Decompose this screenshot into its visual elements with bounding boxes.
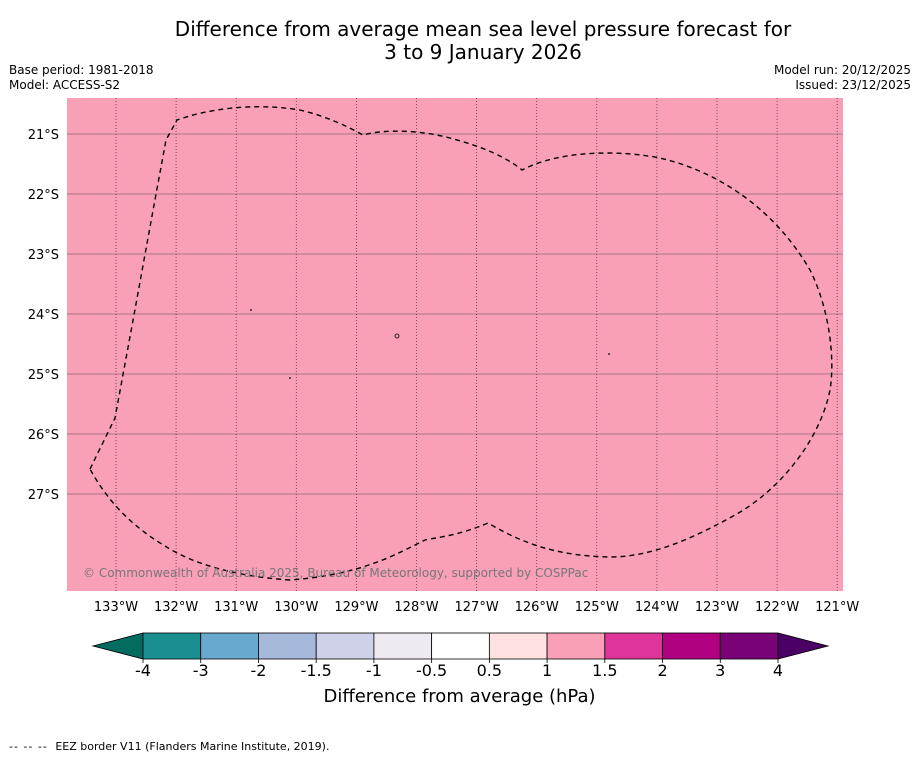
lon-label: 125°W bbox=[575, 600, 619, 615]
colorbar-segment bbox=[719, 632, 779, 660]
colorbar-segment bbox=[200, 632, 259, 660]
island-mark bbox=[394, 333, 400, 339]
colorbar-extend-high bbox=[777, 632, 830, 660]
colorbar: -4 -3 -2 -1.5 -1 -0.5 0.5 1 1.5 2 3 4 bbox=[91, 632, 830, 680]
map-area bbox=[67, 98, 843, 591]
lon-label: 130°W bbox=[274, 600, 318, 615]
lat-label: 21°S bbox=[28, 128, 59, 143]
colorbar-tick-label: -1.5 bbox=[301, 661, 332, 680]
colorbar-segment bbox=[546, 632, 606, 660]
title-line-1: Difference from average mean sea level p… bbox=[174, 17, 792, 41]
lon-label: 127°W bbox=[455, 600, 499, 615]
colorbar-segment bbox=[315, 632, 375, 660]
colorbar-segment bbox=[258, 632, 317, 660]
colorbar-segment bbox=[142, 632, 202, 660]
island-mark bbox=[289, 377, 291, 379]
island-mark bbox=[608, 353, 610, 355]
colorbar-segment bbox=[488, 632, 548, 660]
island-mark bbox=[250, 309, 252, 311]
legend-text: EEZ border V11 (Flanders Marine Institut… bbox=[55, 740, 330, 753]
legend: -- -- -- EEZ border V11 (Flanders Marine… bbox=[9, 740, 329, 753]
colorbar-tick-label: -3 bbox=[193, 661, 209, 680]
colorbar-segment bbox=[431, 632, 490, 660]
colorbar-tick-label: 2 bbox=[657, 661, 667, 680]
lon-label: 131°W bbox=[214, 600, 258, 615]
colorbar-tick-label: -0.5 bbox=[416, 661, 447, 680]
colorbar-tick-label: 1.5 bbox=[592, 661, 617, 680]
colorbar-segment bbox=[373, 632, 433, 660]
colorbar-segment bbox=[604, 632, 663, 660]
colorbar-label: Difference from average (hPa) bbox=[323, 686, 596, 707]
colorbar-tick-label: 3 bbox=[715, 661, 725, 680]
meta-left: Base period: 1981-2018 Model: ACCESS-S2 bbox=[9, 63, 154, 93]
lon-label: 128°W bbox=[394, 600, 438, 615]
map-title: Difference from average mean sea level p… bbox=[0, 18, 919, 64]
lon-label: 122°W bbox=[755, 600, 799, 615]
lon-label: 132°W bbox=[154, 600, 198, 615]
graticule bbox=[67, 98, 843, 591]
lat-label: 23°S bbox=[28, 248, 59, 263]
colorbar-tick-label: -1 bbox=[366, 661, 382, 680]
lat-label: 26°S bbox=[28, 428, 59, 443]
axis-labels: 21°S 22°S 23°S 24°S 25°S 26°S 27°S 133°W 132°W 13… bbox=[28, 128, 860, 615]
colorbar-tick-label: -2 bbox=[250, 661, 266, 680]
title-line-2: 3 to 9 January 2026 bbox=[384, 40, 582, 64]
lat-label: 25°S bbox=[28, 368, 59, 383]
lon-label: 124°W bbox=[635, 600, 679, 615]
colorbar-tick-label: 0.5 bbox=[477, 661, 502, 680]
colorbar-segment bbox=[662, 632, 721, 660]
copyright-text: © Commonwealth of Australia 2025, Bureau… bbox=[83, 566, 588, 580]
lon-label: 123°W bbox=[695, 600, 739, 615]
meta-right: Model run: 20/12/2025 Issued: 23/12/2025 bbox=[774, 63, 911, 93]
model-run: Model run: 20/12/2025 bbox=[773, 63, 911, 77]
colorbar-tick-label: -4 bbox=[135, 661, 151, 680]
colorbar-extend-low bbox=[91, 632, 144, 660]
lat-label: 24°S bbox=[28, 308, 59, 323]
model-name: Model: ACCESS-S2 bbox=[9, 78, 121, 92]
lon-label: 126°W bbox=[515, 600, 559, 615]
eez-border bbox=[89, 106, 833, 581]
lat-label: 22°S bbox=[28, 188, 59, 203]
base-period: Base period: 1981-2018 bbox=[9, 63, 154, 77]
lon-label: 129°W bbox=[334, 600, 378, 615]
lon-label: 133°W bbox=[94, 600, 138, 615]
legend-dash-symbol: -- -- -- bbox=[9, 740, 48, 753]
colorbar-tick-label: 4 bbox=[773, 661, 783, 680]
issued-date: Issued: 23/12/2025 bbox=[795, 78, 911, 92]
lat-label: 27°S bbox=[28, 488, 59, 503]
colorbar-tick-label: 1 bbox=[542, 661, 552, 680]
lon-label: 121°W bbox=[815, 600, 859, 615]
